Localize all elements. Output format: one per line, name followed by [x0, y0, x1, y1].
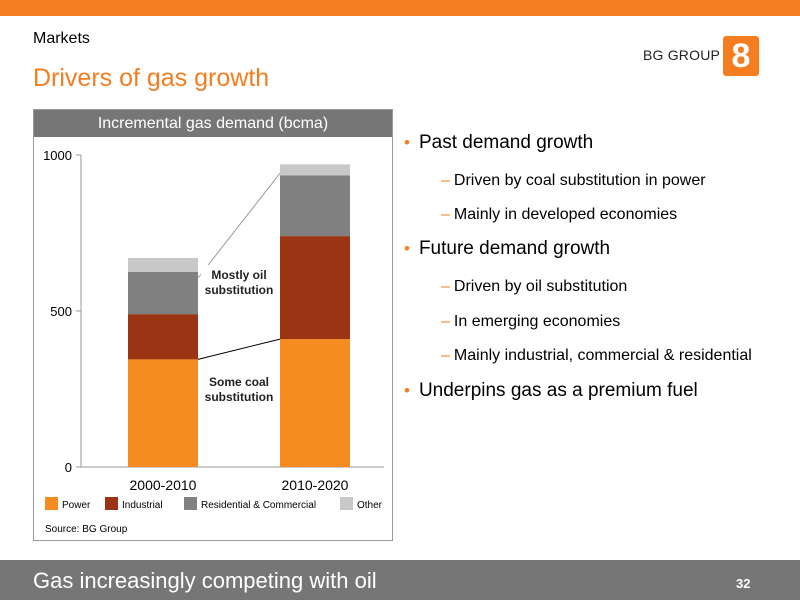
sub-bullet-text: Mainly industrial, commercial & resident…: [453, 347, 752, 364]
sub-bullet-item: – Driven by coal substitution in power: [441, 172, 706, 190]
sub-bullet-item: – Driven by oil substitution: [441, 278, 627, 296]
bullet-item: • Underpins gas as a premium fuel: [404, 380, 698, 402]
logo-glyph: 8: [731, 37, 751, 75]
bullet-text: Past demand growth: [418, 132, 594, 153]
y-tick-label: 1000: [43, 148, 72, 163]
bullet-item: • Future demand growth: [404, 238, 610, 260]
sub-bullet-item: – In emerging economies: [441, 313, 620, 331]
coal-connector-line: [197, 338, 281, 360]
x-category-label: 2010-2020: [282, 477, 349, 493]
sub-bullet-text: Driven by oil substitution: [453, 278, 628, 295]
sub-bullet-text: Mainly in developed economies: [453, 206, 678, 223]
bullet-item: • Past demand growth: [404, 132, 593, 154]
bullet-marker: •: [404, 381, 410, 400]
bar-segment-other: [280, 164, 350, 176]
legend-swatch: [45, 497, 58, 510]
bar-segment-residential-commercial: [128, 272, 198, 315]
sub-bullet-text: In emerging economies: [453, 313, 621, 330]
legend-label: Power: [62, 500, 91, 511]
chart-title: Incremental gas demand (bcma): [34, 110, 392, 137]
bullet-marker: •: [404, 133, 410, 152]
annotation-coal-backdrop: [201, 372, 277, 406]
legend-label: Industrial: [122, 500, 163, 511]
x-category-label: 2000-2010: [130, 477, 197, 493]
chart-panel: Incremental gas demand (bcma) 0 500 1000 20…: [33, 109, 393, 541]
footer-bar: [0, 560, 800, 600]
bullet-marker: •: [404, 239, 410, 258]
y-tick-label: 500: [50, 304, 72, 319]
bar-segment-industrial: [280, 236, 350, 340]
annotation-oil-line1: Mostly oil: [211, 268, 266, 282]
logo-text: BG GROUP: [643, 47, 721, 63]
legend-swatch: [340, 497, 353, 510]
bullet-text: Underpins gas as a premium fuel: [418, 380, 698, 401]
bar-segment-industrial: [128, 314, 198, 360]
dash-marker: –: [441, 347, 450, 364]
slide-title: Drivers of gas growth: [33, 64, 270, 92]
logo-mark: 8: [723, 36, 759, 76]
bar-segment-other: [128, 257, 198, 272]
bullet-text: Future demand growth: [418, 238, 611, 259]
y-tick-label: 0: [65, 460, 72, 475]
annotation-oil-line2: substitution: [205, 283, 274, 297]
legend-swatch: [184, 497, 197, 510]
bar-segment-power: [128, 359, 198, 467]
annotation-coal-line2: substitution: [205, 390, 274, 404]
annotation-coal-line1: Some coal: [209, 375, 269, 389]
page-number: 32: [736, 576, 751, 591]
footer-title: Gas increasingly competing with oil: [33, 568, 377, 593]
legend-swatch: [105, 497, 118, 510]
annotation-oil-backdrop: [201, 265, 277, 299]
dash-marker: –: [441, 313, 450, 330]
dash-marker: –: [441, 206, 450, 223]
section-label: Markets: [33, 30, 90, 47]
bg-group-logo: BG GROUP 8: [643, 36, 761, 78]
dash-marker: –: [441, 278, 450, 295]
sub-bullet-item: – Mainly industrial, commercial & residen…: [441, 347, 752, 365]
bar-segment-power: [280, 339, 350, 467]
dash-marker: –: [441, 172, 450, 189]
legend-label: Other: [357, 500, 383, 511]
chart-source: Source: BG Group: [45, 524, 128, 535]
sub-bullet-text: Driven by coal substitution in power: [453, 172, 706, 189]
sub-bullet-item: – Mainly in developed economies: [441, 206, 677, 224]
bar-segment-residential-commercial: [280, 175, 350, 237]
top-accent-bar: [0, 0, 800, 16]
legend-label: Residential & Commercial: [201, 500, 316, 511]
oil-connector-line: [197, 172, 281, 279]
